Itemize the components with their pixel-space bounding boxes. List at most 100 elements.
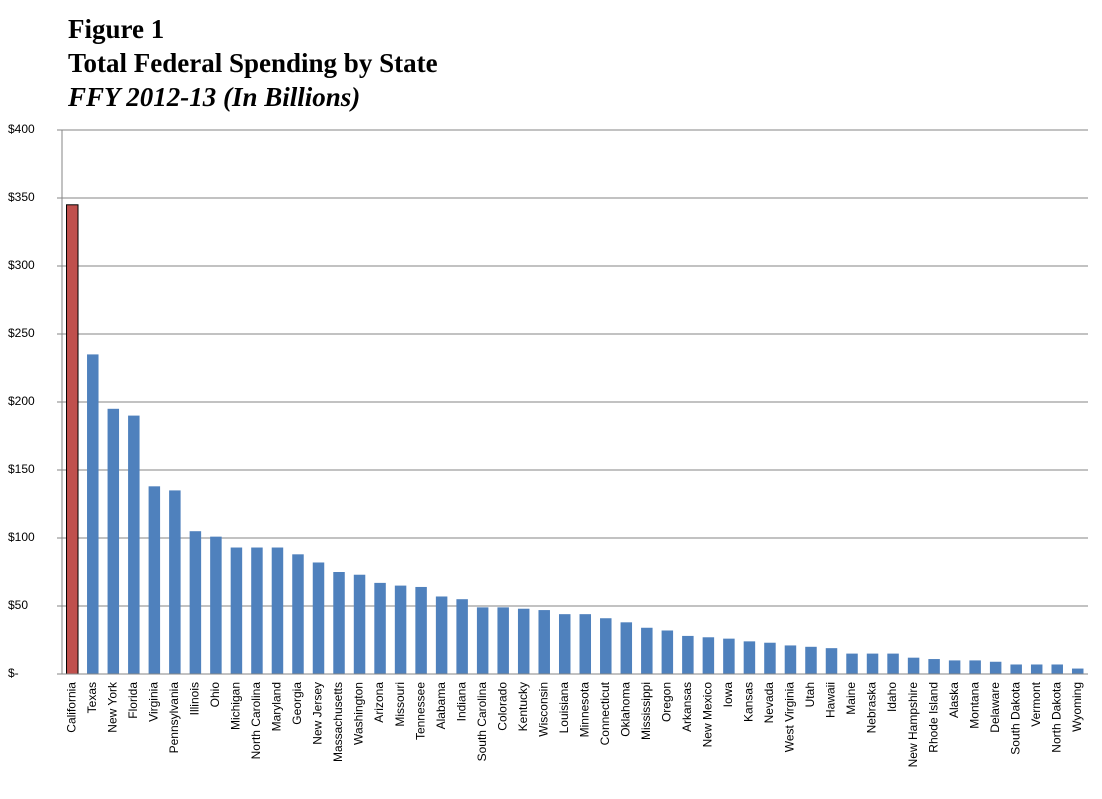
- bar: [764, 642, 776, 674]
- x-tick-label: Arizona: [372, 682, 386, 723]
- bar: [928, 659, 940, 674]
- bar: [353, 574, 366, 674]
- bar: [620, 622, 633, 674]
- bar: [1051, 664, 1063, 674]
- bar: [169, 490, 181, 674]
- x-tick-label: Georgia: [290, 682, 304, 725]
- x-tick-label: Vermont: [1029, 681, 1043, 726]
- bar: [702, 637, 715, 674]
- x-tick-label: Colorado: [495, 682, 509, 731]
- bar: [251, 547, 263, 674]
- y-tick-label: $150: [8, 462, 35, 476]
- y-tick-label: $200: [8, 394, 35, 408]
- x-tick-label: Nevada: [762, 682, 776, 724]
- bar: [435, 596, 448, 674]
- x-tick-label: Kansas: [742, 682, 756, 722]
- bar: [1071, 668, 1084, 674]
- x-tick-label: Michigan: [229, 682, 243, 730]
- x-tick-label: Louisiana: [557, 682, 571, 734]
- y-tick-label: $250: [8, 326, 35, 340]
- x-tick-label: New Jersey: [311, 682, 325, 745]
- x-tick-label: Indiana: [454, 682, 468, 722]
- bar: [805, 646, 817, 674]
- bar: [641, 627, 653, 674]
- bar: [210, 536, 222, 674]
- bar: [87, 354, 99, 674]
- bar: [866, 653, 879, 674]
- bar: [374, 582, 386, 674]
- bar: [784, 645, 797, 674]
- x-tick-label: Oregon: [660, 682, 674, 722]
- bar: [743, 641, 756, 674]
- x-tick-label: Wyoming: [1070, 682, 1084, 732]
- x-tick-label: Delaware: [988, 682, 1002, 733]
- bar: [661, 630, 674, 674]
- x-tick-label: Ohio: [208, 682, 222, 708]
- x-tick-label: Utah: [803, 682, 817, 707]
- bar: [887, 653, 899, 674]
- y-tick-label: $-: [8, 666, 19, 680]
- bar: [333, 572, 345, 674]
- x-tick-label: Mississippi: [639, 682, 653, 740]
- x-tick-label: Connecticut: [598, 681, 612, 745]
- x-tick-label: Illinois: [188, 682, 202, 715]
- bar: [497, 607, 509, 674]
- bar: [825, 648, 838, 674]
- x-tick-label: North Carolina: [249, 682, 263, 760]
- y-tick-label: $50: [8, 598, 28, 612]
- x-tick-label: New Hampshire: [906, 682, 920, 768]
- x-tick-label: New Mexico: [701, 682, 715, 748]
- x-tick-label: Minnesota: [577, 682, 591, 738]
- x-tick-label: North Dakota: [1049, 682, 1063, 753]
- bar: [415, 586, 427, 674]
- bar: [600, 618, 612, 674]
- x-tick-label: South Dakota: [1008, 682, 1022, 755]
- bar: [456, 599, 468, 674]
- bar: [846, 653, 858, 674]
- x-tick-label: Pennsylvania: [167, 682, 181, 754]
- x-tick-label: California: [64, 682, 78, 733]
- x-tick-label: Oklahoma: [618, 682, 632, 737]
- x-tick-label: Hawaii: [824, 682, 838, 718]
- y-tick-label: $350: [8, 190, 35, 204]
- bar: [682, 635, 694, 674]
- x-tick-label: Virginia: [147, 682, 161, 722]
- x-tick-label: Washington: [352, 682, 366, 745]
- bar: [148, 486, 161, 674]
- bar: [476, 607, 489, 674]
- bar: [538, 610, 550, 674]
- bar: [1010, 664, 1022, 674]
- x-tick-label: Idaho: [885, 682, 899, 712]
- x-tick-label: Wisconsin: [536, 682, 550, 737]
- x-tick-label: Massachusetts: [331, 682, 345, 762]
- x-tick-label: South Carolina: [475, 682, 489, 762]
- y-tick-label: $100: [8, 530, 35, 544]
- bar: [271, 547, 284, 674]
- x-tick-label: Iowa: [721, 682, 735, 708]
- bar: [394, 585, 407, 674]
- bar: [969, 660, 981, 674]
- y-tick-label: $400: [8, 122, 35, 136]
- x-tick-label: Kentucky: [516, 682, 530, 731]
- x-tick-label: Alaska: [947, 682, 961, 718]
- bar: [723, 638, 735, 674]
- chart-caption: FFY 2012-13 (In Billions): [67, 82, 360, 112]
- x-tick-label: Missouri: [393, 682, 407, 727]
- x-tick-label: Tennessee: [413, 682, 427, 740]
- x-tick-label: Nebraska: [865, 682, 879, 734]
- x-tick-label: Florida: [126, 682, 140, 719]
- bar: [558, 614, 571, 674]
- x-tick-label: Arkansas: [680, 682, 694, 732]
- bar: [292, 554, 304, 674]
- bar: [128, 415, 140, 674]
- x-tick-label: Maryland: [270, 682, 284, 731]
- x-tick-label: West Virginia: [783, 682, 797, 753]
- bar: [107, 408, 120, 674]
- bar: [579, 614, 592, 674]
- bar: [189, 531, 202, 674]
- x-tick-label: Alabama: [434, 682, 448, 730]
- x-tick-label: New York: [105, 681, 119, 733]
- x-tick-label: Montana: [967, 682, 981, 729]
- bar: [66, 204, 79, 675]
